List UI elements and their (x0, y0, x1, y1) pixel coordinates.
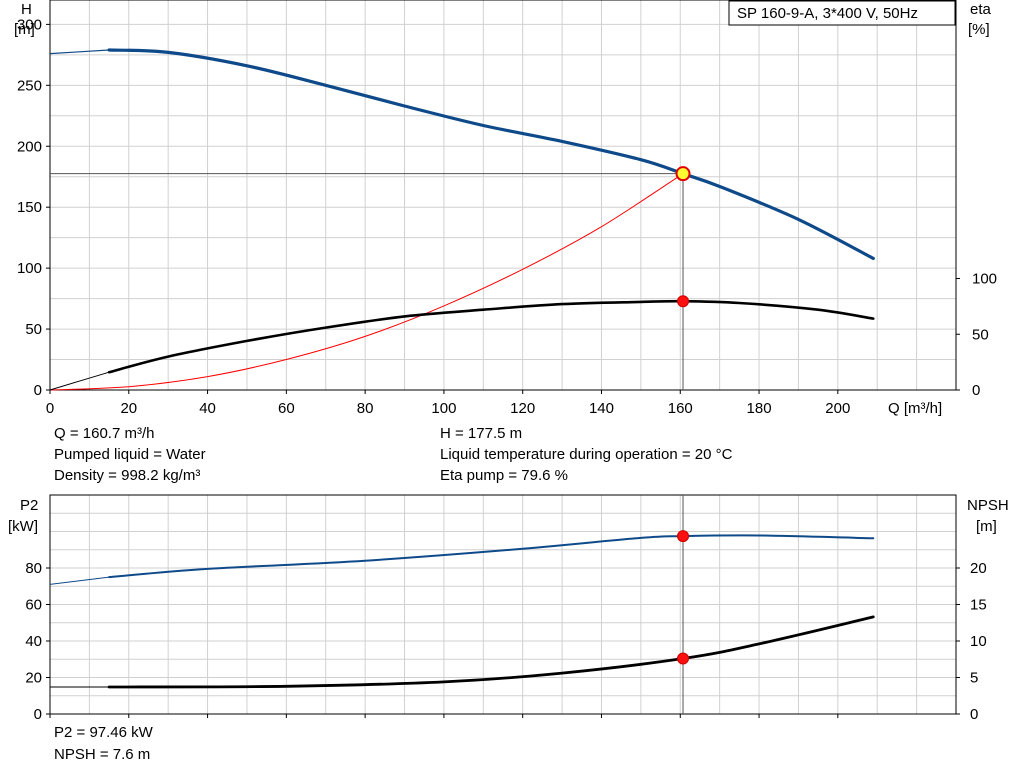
head-operating-point (675, 166, 691, 182)
npsh-tick-label: 10 (970, 633, 987, 650)
y-tick-label: 60 (25, 597, 42, 614)
y-tick-label: 80 (25, 560, 42, 577)
power-npsh-chart: 0 20 40 60 80 P2 [kW] 0 5 10 15 20 NPSH [m] (8, 494, 1009, 723)
y-axis-unit-npsh: [m] (976, 518, 997, 535)
npsh-curve (107, 615, 875, 689)
x-tick-label: 180 (747, 400, 772, 417)
x-tick-label: 100 (431, 400, 456, 417)
npsh-tick-label: 20 (970, 560, 987, 577)
y-tick-label: 20 (25, 670, 42, 687)
npsh-tick-label: 15 (970, 597, 987, 614)
liquid-temperature-readout: Liquid temperature during operation = 20… (440, 446, 733, 463)
x-tick-label: 60 (278, 400, 295, 417)
y-axis-label-npsh: NPSH (967, 497, 1009, 514)
y-tick-label: 100 (17, 260, 42, 277)
density-readout: Density = 998.2 kg/m³ (54, 467, 201, 484)
npsh-tick-label: 5 (970, 670, 978, 687)
y-axis-unit-eta: [%] (968, 21, 990, 38)
eta-operating-point (677, 295, 690, 308)
x-tick-label: 140 (589, 400, 614, 417)
pumped-liquid-readout: Pumped liquid = Water (54, 446, 206, 463)
plot-area (50, 0, 956, 390)
y-tick-label: 200 (17, 138, 42, 155)
y-axis-unit-p2: [kW] (8, 518, 38, 535)
npsh-operating-point (677, 652, 690, 665)
p2-curve-extrapolated (49, 576, 110, 585)
y-tick-label: 250 (17, 77, 42, 94)
p2-curve (108, 534, 875, 579)
y-axis-label-p2: P2 (20, 497, 38, 514)
x-tick-label: 120 (510, 400, 535, 417)
plot-frame (49, 0, 957, 391)
y-axis-label-h: H (21, 1, 32, 18)
eta-tick-label: 100 (972, 271, 997, 288)
x-tick-label: 20 (120, 400, 137, 417)
title-box (728, 0, 956, 26)
y-tick-label: 300 (17, 16, 42, 33)
head-readout: H = 177.5 m (440, 425, 523, 442)
npsh-tick-label: 0 (970, 706, 978, 723)
y-axis-label-eta: eta (970, 1, 992, 18)
p2-readout: P2 = 97.46 kW (54, 724, 153, 741)
chart-title: SP 160-9-A, 3*400 V, 50Hz (737, 5, 918, 22)
y-tick-label: 0 (34, 382, 42, 399)
npsh-readout: NPSH = 7.6 m (54, 746, 151, 763)
y-axis-unit-h: [m] (14, 21, 35, 38)
x-tick-label: 160 (668, 400, 693, 417)
x-tick-label: 80 (357, 400, 374, 417)
x-tick-label: 0 (46, 400, 54, 417)
eta-pump-readout: Eta pump = 79.6 % (440, 467, 568, 484)
y-tick-label: 50 (25, 321, 42, 338)
eta-curve-extrapolated (49, 371, 110, 391)
head-curve (107, 48, 875, 260)
eta-tick-label: 50 (972, 326, 989, 343)
system-curve (49, 173, 684, 391)
x-tick-label: 200 (825, 400, 850, 417)
x-axis-label: Q [m³/h] (888, 400, 942, 417)
eta-curve (107, 299, 875, 374)
eta-tick-label: 0 (972, 382, 980, 399)
p2-operating-point (677, 530, 690, 543)
head-curve-extrapolated (49, 49, 110, 55)
flow-readout: Q = 160.7 m³/h (54, 425, 155, 442)
x-tick-label: 40 (199, 400, 216, 417)
y-tick-label: 0 (34, 706, 42, 723)
head-efficiency-chart: 0 20 40 60 80 100 120 140 160 180 200 Q [m³/h] 0 50 10… (14, 0, 997, 417)
y-tick-label: 40 (25, 633, 42, 650)
y-tick-label: 150 (17, 199, 42, 216)
